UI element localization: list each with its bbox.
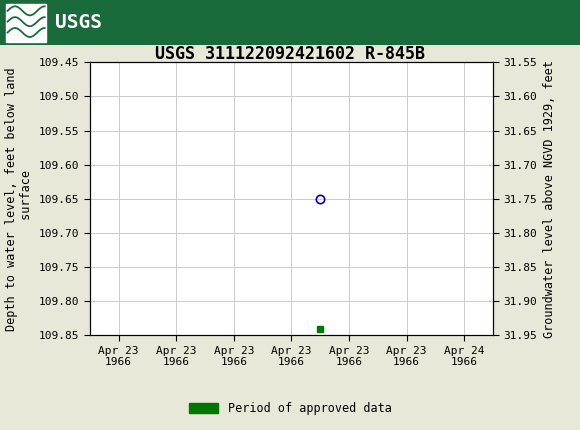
Y-axis label: Groundwater level above NGVD 1929, feet: Groundwater level above NGVD 1929, feet — [543, 60, 556, 338]
Legend: Period of approved data: Period of approved data — [184, 397, 396, 420]
Bar — [6, 3, 46, 42]
Text: USGS 311122092421602 R-845B: USGS 311122092421602 R-845B — [155, 45, 425, 63]
Text: USGS: USGS — [55, 13, 102, 32]
Y-axis label: Depth to water level, feet below land
 surface: Depth to water level, feet below land su… — [5, 67, 34, 331]
